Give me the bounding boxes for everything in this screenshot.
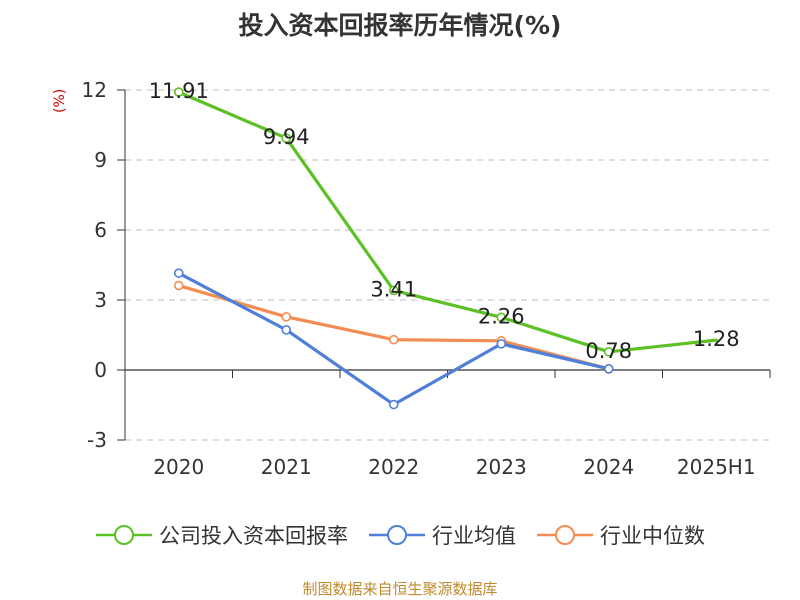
legend-circle: [114, 525, 134, 545]
legend-label: 行业中位数: [600, 524, 705, 548]
data-point: [388, 334, 399, 345]
data-source-note: 制图数据来自恒生聚源数据库: [302, 580, 498, 598]
data-point: [173, 268, 184, 278]
legend-item[interactable]: 行业中位数: [536, 520, 705, 550]
legend-label: 公司投入资本回报率: [159, 524, 348, 548]
data-point: [281, 325, 292, 335]
y-tick-label: 3: [94, 288, 107, 312]
data-point: [603, 364, 614, 374]
x-tick-label: 2025H1: [677, 455, 756, 479]
data-label: 9.94: [263, 125, 310, 149]
series-line: [177, 90, 718, 354]
data-point: [496, 312, 507, 323]
chart-title: 投入资本回报率历年情况(%): [238, 11, 562, 40]
y-tick-label: 12: [82, 78, 107, 102]
data-label: 1.28: [693, 327, 740, 351]
legend: 公司投入资本回报率 行业均值 行业中位数: [0, 520, 800, 550]
legend-label: 行业均值: [432, 524, 516, 548]
label-layer: 11.91 9.94 3.41 2.26 0.78 1.28: [149, 79, 740, 363]
axis-layer: -3 0 3 6 9 12 2020 2021 2022 2023 2024 2025H1: [82, 78, 771, 479]
data-point: [173, 280, 184, 291]
legend-marker-icon: [369, 525, 425, 545]
x-tick-label: 2022: [368, 455, 419, 479]
legend-item[interactable]: 行业均值: [368, 520, 516, 550]
x-tick-label: 2023: [476, 455, 527, 479]
data-point: [281, 311, 292, 322]
legend-marker-icon: [537, 525, 593, 545]
data-point: [388, 399, 399, 410]
data-point: [496, 339, 507, 349]
legend-circle: [387, 525, 407, 545]
x-tick-label: 2021: [261, 455, 312, 479]
data-point: [388, 285, 399, 296]
y-tick-label: -3: [87, 428, 107, 452]
grid-layer: [125, 89, 770, 441]
data-label: 11.91: [149, 79, 209, 103]
series-layer: [173, 87, 718, 410]
legend-marker-icon: [96, 525, 152, 545]
y-tick-label: 6: [94, 218, 107, 242]
y-tick-label: 9: [94, 148, 107, 172]
data-label: 2.26: [478, 304, 525, 328]
legend-circle: [555, 525, 575, 545]
x-tick-label: 2020: [153, 455, 204, 479]
data-label: 3.41: [370, 277, 417, 301]
y-tick-label: 0: [94, 358, 107, 382]
data-point: [173, 87, 184, 97]
x-tick-label: 2024: [583, 455, 634, 479]
data-point: [603, 346, 614, 357]
data-point: [281, 133, 292, 143]
data-label: 0.78: [585, 339, 632, 363]
legend-item[interactable]: 公司投入资本回报率: [95, 520, 348, 550]
